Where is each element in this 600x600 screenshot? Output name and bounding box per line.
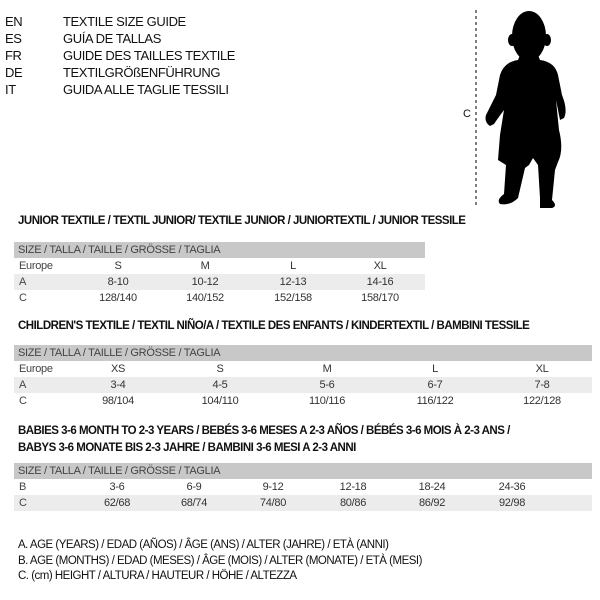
table-cell: 24-36 [498, 481, 526, 493]
language-code: ES [5, 31, 22, 46]
table-cell: 128/140 [99, 292, 137, 304]
table-cell: 140/152 [186, 292, 224, 304]
table-row: C 128/140 140/152 152/158 158/170 [14, 290, 425, 306]
table-cell: 92/98 [498, 497, 526, 509]
table-cell: 7-8 [534, 379, 550, 391]
table-cell: 12-13 [279, 276, 307, 288]
table-cell: S [216, 363, 224, 375]
table-row: A 8-10 10-12 12-13 14-16 [14, 274, 425, 290]
table-row: B 3-6 6-9 9-12 12-18 18-24 24-36 [14, 479, 592, 495]
table-cell: 116/122 [416, 395, 454, 407]
table-cell: L [290, 260, 296, 272]
table-row: Europe XS S M L XL [14, 361, 592, 377]
table-cell: 86/92 [418, 497, 446, 509]
table-cell: 74/80 [259, 497, 287, 509]
table-cell: M [200, 260, 210, 272]
language-guide-title: GUIDA ALLE TAGLIE TESSILI [63, 82, 229, 97]
language-code: DE [5, 65, 23, 80]
table-cell: 4-5 [212, 379, 228, 391]
language-guide-title: TEXTILE SIZE GUIDE [63, 14, 186, 29]
table-cell: 5-6 [319, 379, 335, 391]
row-label: C [19, 395, 27, 407]
table-cell: 14-16 [366, 276, 394, 288]
size-header-row: SIZE / TALLA / TAILLE / GRÖSSE / TAGLIA [14, 242, 425, 258]
table-cell: 152/158 [274, 292, 312, 304]
junior-section-title: JUNIOR TEXTILE / TEXTIL JUNIOR/ TEXTILE … [18, 215, 466, 227]
table-row: A 3-4 4-5 5-6 6-7 7-8 [14, 377, 592, 393]
children-section-title: CHILDREN'S TEXTILE / TEXTIL NIÑO/A / TEX… [18, 320, 530, 332]
table-cell: 110/116 [308, 395, 346, 407]
row-label: C [19, 497, 27, 509]
table-row: C 62/68 68/74 74/80 80/86 86/92 92/98 [14, 495, 592, 511]
table-cell: 122/128 [523, 395, 561, 407]
table-cell: 12-18 [339, 481, 367, 493]
table-row: Europe S M L XL [14, 258, 425, 274]
table-cell: 68/74 [180, 497, 208, 509]
table-row: C 98/104 104/110 110/116 116/122 122/128 [14, 393, 592, 409]
legend-a: A. AGE (YEARS) / EDAD (AÑOS) / ÂGE (ANS)… [18, 539, 389, 551]
language-code: FR [5, 48, 22, 63]
table-cell: 6-7 [427, 379, 443, 391]
row-label: Europe [19, 260, 53, 272]
babies-section-title-line1: BABIES 3-6 MONTH TO 2-3 YEARS / BEBÉS 3-… [18, 425, 510, 437]
table-cell: XS [110, 363, 126, 375]
babies-size-table: SIZE / TALLA / TAILLE / GRÖSSE / TAGLIA B… [14, 463, 592, 511]
table-cell: 104/110 [201, 395, 239, 407]
table-cell: 3-4 [110, 379, 126, 391]
language-guide-title: GUÍA DE TALLAS [63, 31, 161, 46]
language-code: EN [5, 14, 23, 29]
legend-c: C. (cm) HEIGHT / ALTURA / HAUTEUR / HÖHE… [18, 570, 297, 582]
table-cell: 10-12 [191, 276, 219, 288]
table-cell: M [322, 363, 332, 375]
height-measure-label: C [463, 108, 471, 120]
row-label: Europe [19, 363, 53, 375]
size-header-row: SIZE / TALLA / TAILLE / GRÖSSE / TAGLIA [14, 463, 592, 479]
table-cell: S [114, 260, 122, 272]
table-cell: 9-12 [262, 481, 284, 493]
table-cell: L [432, 363, 438, 375]
table-cell: XL [535, 363, 549, 375]
language-code: IT [5, 82, 16, 97]
babies-section-title-line2: BABYS 3-6 MONATE BIS 2-3 JAHRE / BAMBINI… [18, 442, 356, 454]
table-cell: 158/170 [361, 292, 399, 304]
table-cell: 80/86 [339, 497, 367, 509]
table-cell: 8-10 [107, 276, 129, 288]
junior-size-table: SIZE / TALLA / TAILLE / GRÖSSE / TAGLIA E… [14, 242, 425, 306]
language-guide-title: TEXTILGRÖßENFÜHRUNG [63, 65, 221, 80]
baby-silhouette-icon [475, 10, 566, 208]
row-label: B [19, 481, 27, 493]
table-cell: 98/104 [102, 395, 134, 407]
row-label: A [19, 379, 27, 391]
table-cell: 3-6 [109, 481, 125, 493]
row-label: C [19, 292, 27, 304]
row-label: A [19, 276, 27, 288]
table-cell: 18-24 [418, 481, 446, 493]
table-cell: 62/68 [103, 497, 131, 509]
size-header-row: SIZE / TALLA / TAILLE / GRÖSSE / TAGLIA [14, 345, 592, 361]
legend-b: B. AGE (MONTHS) / EDAD (MESES) / ÂGE (MO… [18, 555, 422, 567]
table-cell: XL [373, 260, 387, 272]
children-size-table: SIZE / TALLA / TAILLE / GRÖSSE / TAGLIA E… [14, 345, 592, 409]
table-cell: 6-9 [186, 481, 202, 493]
language-guide-title: GUIDE DES TAILLES TEXTILE [63, 48, 236, 63]
